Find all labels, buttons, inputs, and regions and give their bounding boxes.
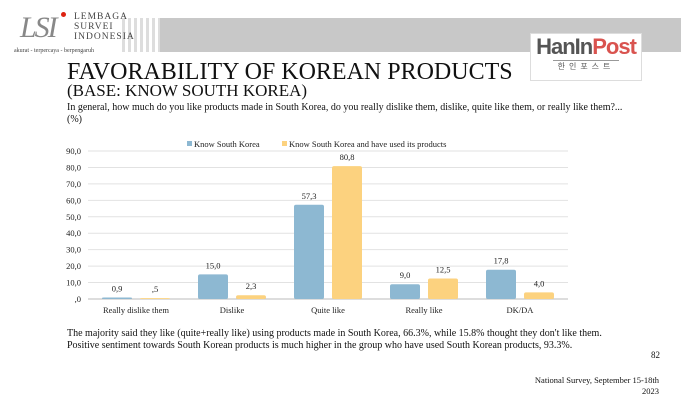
haninpost-logo: HanInPost 한인포스트: [530, 33, 642, 81]
bar: [486, 269, 516, 299]
y-tick-label: 90,0: [66, 146, 81, 156]
data-label: 12,5: [436, 264, 451, 274]
bar: [428, 278, 458, 299]
data-label: 2,3: [246, 281, 257, 291]
y-tick-label: 10,0: [66, 278, 81, 288]
legend-swatch: [282, 141, 287, 146]
y-tick-label: 40,0: [66, 228, 81, 238]
data-label: 80,8: [340, 152, 355, 162]
legend-label: Know South Korea and have used its produ…: [289, 139, 446, 149]
page-number: 82: [651, 350, 660, 360]
data-label: 15,0: [206, 260, 221, 270]
data-label: ,5: [152, 284, 158, 294]
bar: [140, 298, 170, 299]
data-label: 0,9: [112, 284, 123, 294]
x-tick-label: Dislike: [220, 305, 245, 315]
bar: [294, 204, 324, 299]
y-tick-label: 20,0: [66, 261, 81, 271]
bar: [332, 166, 362, 299]
data-label: 57,3: [302, 191, 317, 201]
bar: [524, 292, 554, 299]
y-tick-label: ,0: [75, 294, 81, 304]
y-tick-label: 30,0: [66, 245, 81, 255]
question-text: In general, how much do you like product…: [67, 102, 623, 125]
page-title: FAVORABILITY OF KOREAN PRODUCTS: [67, 59, 513, 85]
y-tick-label: 60,0: [66, 195, 81, 205]
page-subtitle: (BASE: KNOW SOUTH KOREA): [67, 81, 308, 100]
data-label: 9,0: [400, 270, 411, 280]
bar: [102, 297, 132, 299]
legend-label: Know South Korea: [194, 139, 260, 149]
y-tick-label: 80,0: [66, 162, 81, 172]
bar: [236, 295, 266, 299]
bar: [198, 274, 228, 299]
y-tick-label: 70,0: [66, 179, 81, 189]
y-tick-label: 50,0: [66, 212, 81, 222]
summary-note: The majority said they like (quite+reall…: [67, 328, 602, 351]
data-label: 4,0: [534, 278, 545, 288]
header-stripes: [122, 18, 162, 52]
data-label: 17,8: [494, 256, 509, 266]
x-tick-label: DK/DA: [507, 305, 535, 315]
x-tick-label: Really dislike them: [103, 305, 169, 315]
x-tick-label: Quite like: [311, 305, 345, 315]
lsi-logo: LSI LEMBAGA SURVEI INDONESIA akurat - terp…: [14, 11, 135, 54]
bar: [390, 284, 420, 299]
footer: National Survey, September 15-18th 2023: [534, 375, 659, 396]
x-tick-label: Really like: [405, 305, 442, 315]
legend-swatch: [187, 141, 192, 146]
